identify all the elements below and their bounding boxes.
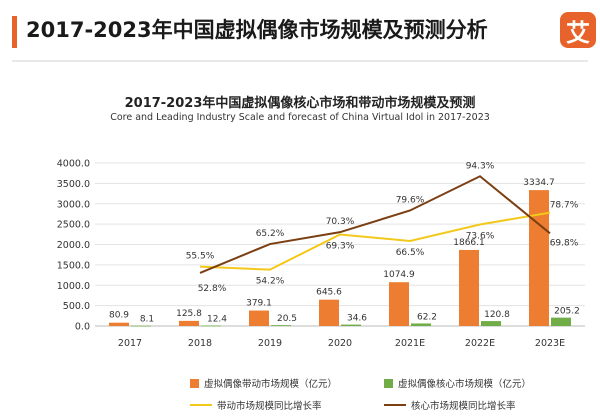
data-label-core-growth: 79.6%: [396, 196, 425, 206]
bar-core-market: [271, 325, 291, 326]
data-label-leading-market: 80.9: [109, 311, 129, 321]
x-tick-label: 2017: [118, 338, 142, 349]
y-tick-label: 4000.0: [57, 159, 90, 170]
y-tick-label: 2000.0: [57, 240, 90, 251]
data-label-leading-market: 3334.7: [523, 178, 555, 188]
bar-core-market: [481, 321, 501, 326]
data-label-leading-growth: 73.6%: [466, 231, 495, 241]
chart-subtitle: Core and Leading Industry Scale and fore…: [110, 112, 490, 123]
legend-item-core-growth: 核心市场规模同比增长率: [384, 398, 516, 412]
data-label-core-growth: 70.3%: [326, 217, 355, 227]
legend-label: 虚拟偶像核心市场规模（亿元）: [398, 379, 532, 390]
y-tick-label: 2500.0: [57, 220, 90, 231]
data-label-leading-growth: 78.7%: [550, 201, 579, 211]
x-tick-label: 2021E: [395, 338, 425, 349]
legend-swatch-brown-line: [384, 404, 406, 406]
data-label-core-market: 8.1: [140, 315, 154, 325]
x-tick-label: 2022E: [465, 338, 495, 349]
y-tick-label: 3000.0: [57, 199, 90, 210]
y-tick-label: 500.0: [63, 301, 90, 312]
x-tick-label: 2020: [328, 338, 352, 349]
y-tick-label: 3500.0: [57, 179, 90, 190]
bar-leading-market: [389, 282, 409, 326]
legend-item-leading-market: 虚拟偶像带动市场规模（亿元）: [190, 376, 337, 390]
bar-core-market: [341, 324, 361, 326]
bar-core-market: [131, 325, 151, 327]
data-label-core-market: 62.2: [417, 312, 437, 322]
data-label-leading-market: 645.6: [316, 288, 342, 298]
legend-label: 带动市场规模同比增长率: [217, 401, 322, 412]
data-label-leading-market: 125.8: [176, 309, 202, 319]
data-label-leading-growth: 69.3%: [326, 241, 355, 251]
bar-leading-market: [179, 320, 199, 326]
data-label-core-market: 34.6: [347, 314, 367, 324]
data-label-leading-market: 379.1: [246, 299, 272, 309]
bar-leading-market: [529, 190, 549, 326]
line-leading-growth: [199, 211, 551, 271]
x-tick-label: 2018: [188, 338, 212, 349]
data-label-leading-market: 1866.1: [453, 238, 485, 248]
line-core-growth: [199, 175, 551, 274]
bar-leading-market: [459, 249, 479, 326]
legend-swatch-orange: [190, 378, 199, 388]
y-tick-label: 1000.0: [57, 281, 90, 292]
data-label-leading-growth: 55.5%: [186, 252, 215, 262]
bar-leading-market: [249, 310, 269, 326]
title-accent-bar: [12, 16, 17, 48]
legend-item-leading-growth: 带动市场规模同比增长率: [190, 398, 322, 412]
legend-swatch-green: [384, 378, 393, 388]
legend-item-core-market: 虚拟偶像核心市场规模（亿元）: [384, 376, 531, 390]
y-tick-label: 1500.0: [57, 260, 90, 271]
data-label-core-market: 120.8: [484, 310, 510, 320]
chart-title: 2017-2023年中国虚拟偶像核心市场和带动市场规模及预测: [124, 96, 476, 111]
x-tick-label: 2023E: [535, 338, 565, 349]
bar-leading-market: [109, 322, 129, 326]
data-label-core-growth: 65.2%: [256, 229, 285, 239]
data-label-core-market: 205.2: [554, 307, 580, 317]
x-tick-label: 2019: [258, 338, 282, 349]
data-label-core-growth: 52.8%: [198, 284, 227, 294]
data-label-leading-market: 1074.9: [383, 270, 415, 280]
page-header: 2017-2023年中国虚拟偶像市场规模及预测分析 艾: [0, 0, 600, 62]
header-divider: [12, 60, 588, 62]
data-label-core-market: 20.5: [277, 314, 297, 324]
data-label-leading-growth: 66.5%: [396, 248, 425, 258]
data-label-core-growth: 94.3%: [466, 161, 495, 171]
page-title: 2017-2023年中国虚拟偶像市场规模及预测分析: [26, 18, 488, 42]
legend-label: 虚拟偶像带动市场规模（亿元）: [204, 379, 338, 390]
bar-core-market: [411, 323, 431, 326]
data-label-core-market: 12.4: [207, 314, 227, 324]
bar-core-market: [201, 325, 221, 327]
brand-logo-icon: 艾: [560, 12, 596, 48]
bar-core-market: [551, 317, 571, 326]
legend-swatch-yellow-line: [190, 404, 212, 406]
legend-label: 核心市场规模同比增长率: [411, 401, 516, 412]
data-label-core-growth: 69.8%: [550, 238, 579, 248]
y-tick-label: 0.0: [75, 322, 90, 333]
data-label-leading-growth: 54.2%: [256, 277, 285, 287]
bar-leading-market: [319, 299, 339, 326]
